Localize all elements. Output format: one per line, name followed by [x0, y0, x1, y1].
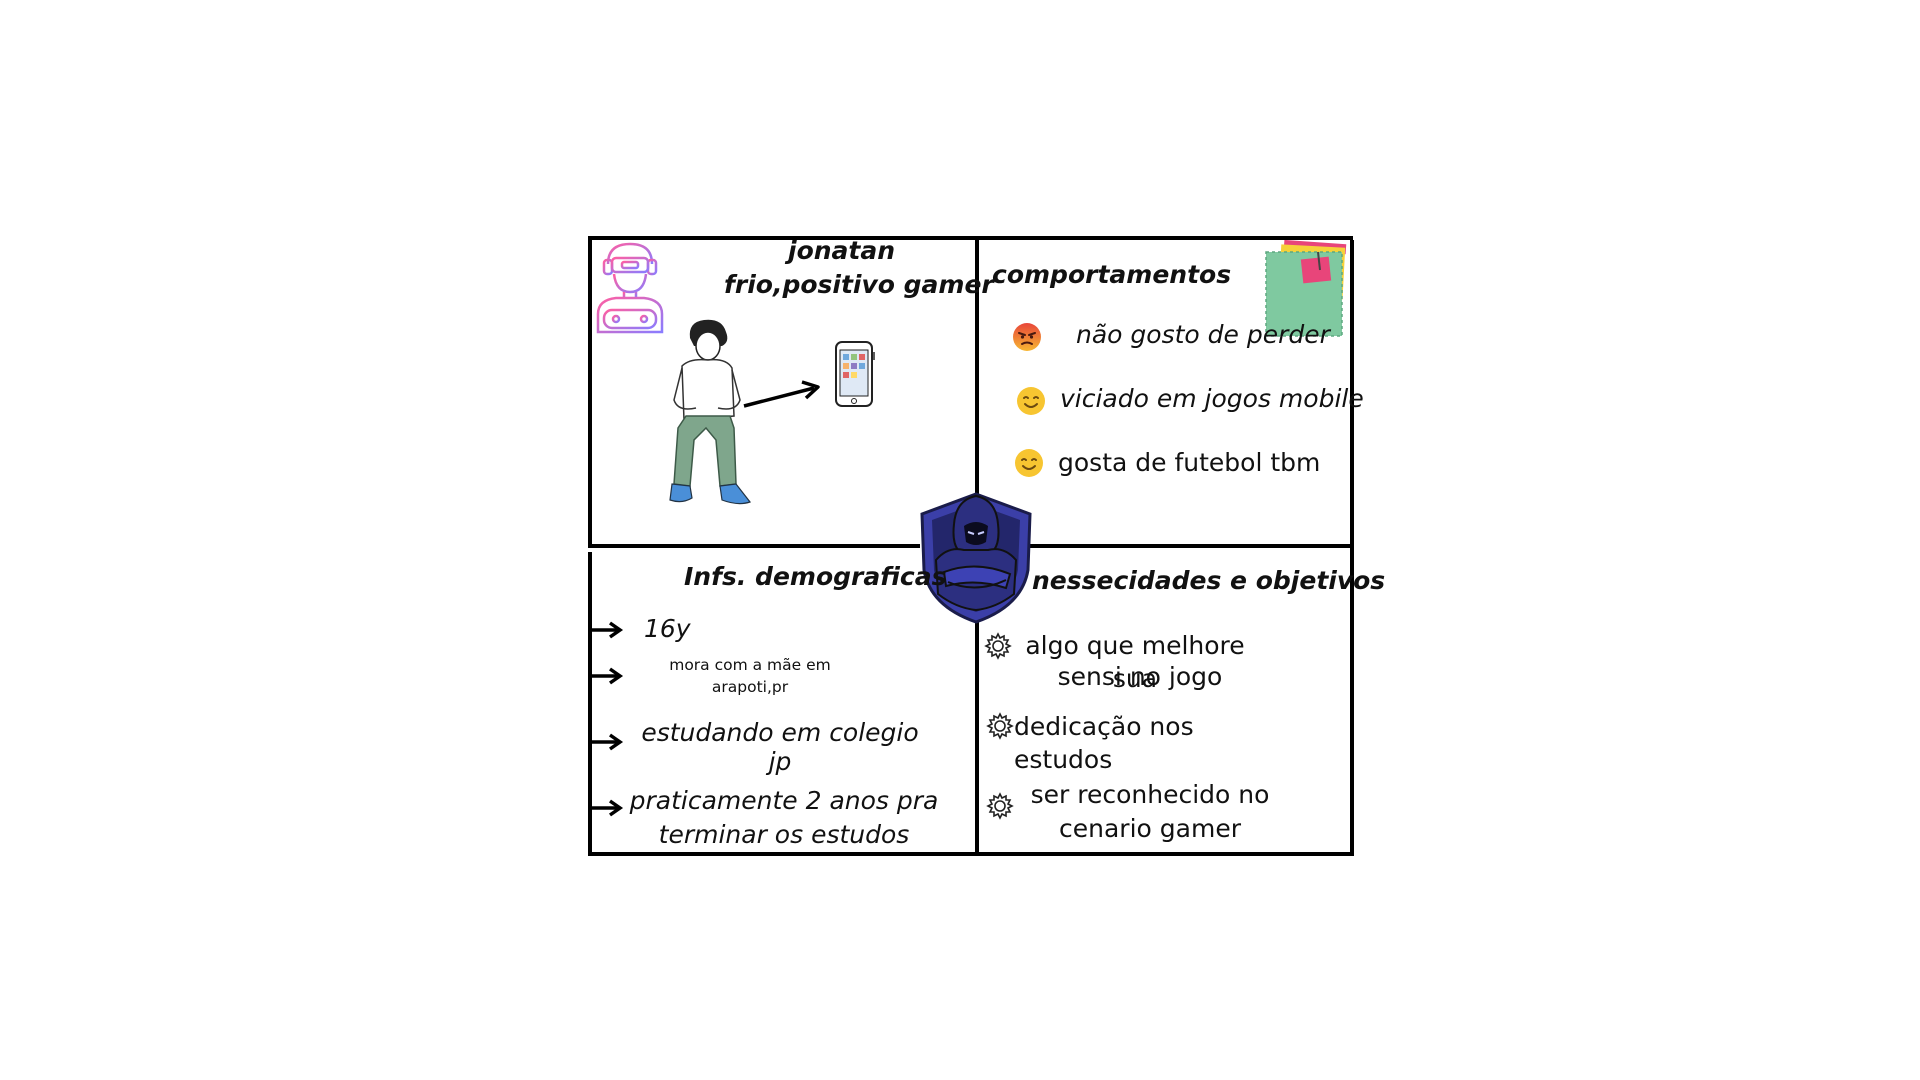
persona-tagline: frio,positivo gamer — [724, 270, 994, 299]
goal-item-1-line1: algo que melhore sua — [1025, 631, 1245, 693]
angry-face-icon — [1012, 322, 1042, 352]
behavior-item-3: gosta de futebol tbm — [1058, 448, 1321, 477]
gear-icon — [984, 632, 1012, 660]
gamer-avatar-icon — [594, 240, 666, 334]
demographics-remaining-line1: praticamente 2 anos pra — [629, 786, 939, 815]
demographics-remaining-line2: terminar os estudos — [658, 820, 910, 849]
bullet-arrow-icon — [588, 666, 624, 686]
bullet-arrow-icon — [588, 732, 624, 752]
persona-name: jonatan — [788, 236, 896, 265]
goals-title: nessecidades e objetivos — [1032, 566, 1386, 595]
smiling-face-icon — [1016, 386, 1046, 416]
sitting-boy-illustration — [660, 316, 760, 508]
demographics-age: 16y — [644, 614, 691, 643]
demographics-residence-line2: arapoti,pr — [711, 678, 789, 696]
arrow-to-phone-icon — [742, 380, 820, 410]
gear-icon — [986, 712, 1014, 740]
goal-item-3-line1: ser reconhecido no — [1030, 780, 1270, 809]
hooded-mascot-logo — [918, 490, 1034, 624]
frame-right-border — [1350, 240, 1354, 856]
goal-item-3-line2: cenario gamer — [1059, 814, 1241, 843]
demographics-school: estudando em colegio jp — [641, 718, 919, 776]
frame-left-border-top — [588, 236, 592, 548]
smiling-face-icon — [1014, 448, 1044, 478]
frame-top-border — [588, 236, 1353, 240]
smartphone-icon — [834, 340, 876, 408]
demographics-residence-line1: mora com a mãe em — [669, 656, 831, 674]
frame-bottom-border — [588, 852, 1354, 856]
behaviors-title: comportamentos — [992, 260, 1232, 289]
behavior-item-1: não gosto de perder — [1076, 320, 1330, 349]
frame-middle-horizontal-right — [1030, 544, 1352, 548]
bullet-arrow-icon — [588, 620, 624, 640]
goal-item-2: dedicação nos estudos — [1014, 712, 1194, 774]
frame-left-border-bottom — [588, 552, 592, 854]
behavior-item-2: viciado em jogos mobile — [1060, 384, 1364, 413]
frame-middle-horizontal-left — [590, 544, 920, 548]
gear-icon — [986, 792, 1014, 820]
sticky-notes-icon — [1262, 239, 1350, 340]
demographics-title: Infs. demograficas — [684, 562, 947, 591]
bullet-arrow-icon — [588, 798, 624, 818]
goal-item-1-line2: sensi no jogo — [1057, 662, 1223, 691]
